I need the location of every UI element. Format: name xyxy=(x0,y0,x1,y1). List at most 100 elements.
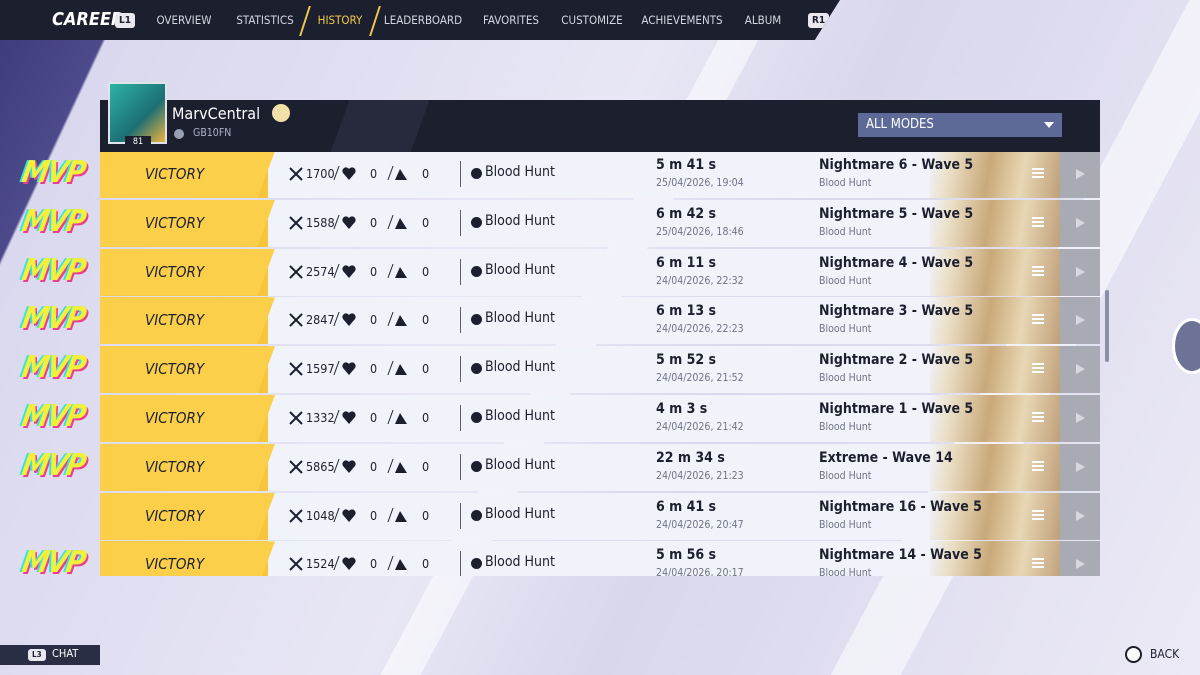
divider xyxy=(460,502,461,529)
match-row[interactable]: VICTORY 2847 0 0 Blood Hunt 6 m 13 s 24/04/202… xyxy=(100,297,1100,345)
kills: 2847 xyxy=(306,312,335,328)
match-row[interactable]: VICTORY 1700 0 0 Blood Hunt 5 m 41 s 25/04/202… xyxy=(100,152,1100,198)
result: VICTORY xyxy=(145,360,205,379)
kills: 1597 xyxy=(306,361,335,377)
match-row[interactable]: VICTORY 1332 0 0 Blood Hunt 4 m 3 s 24/04/2026… xyxy=(100,395,1100,442)
mvp-badge: MVP xyxy=(19,399,88,434)
menu-icon xyxy=(1032,314,1044,325)
back-icon xyxy=(1125,646,1142,663)
nav-tab[interactable]: CUSTOMIZE xyxy=(561,13,623,27)
detail-button[interactable] xyxy=(1060,199,1100,247)
arrow-icon xyxy=(1076,217,1085,228)
match-row[interactable]: VICTORY 5865 0 0 Blood Hunt 22 m 34 s 24/04/20… xyxy=(100,443,1100,491)
duration: 6 m 41 s xyxy=(656,498,717,515)
nav-tab[interactable]: ALBUM xyxy=(744,13,782,27)
menu-icon xyxy=(1032,216,1044,227)
result: VICTORY xyxy=(145,213,205,232)
mode-icon xyxy=(471,265,482,277)
nav-tab[interactable]: STATISTICS xyxy=(236,13,294,27)
detail-button[interactable] xyxy=(1060,346,1100,394)
detail-button[interactable] xyxy=(1060,152,1100,198)
map-mode: Blood Hunt xyxy=(819,177,872,189)
detail-button[interactable] xyxy=(1060,395,1100,442)
nav-tab[interactable]: FAVORITES xyxy=(483,13,539,27)
match-row[interactable]: VICTORY 1597 0 0 Blood Hunt 5 m 52 s 24/04/202… xyxy=(100,346,1100,394)
deaths-icon xyxy=(342,362,356,376)
deaths: 0 xyxy=(370,312,378,328)
slash xyxy=(387,458,394,473)
match-row[interactable]: VICTORY 1048 0 0 Blood Hunt 6 m 41 s 24/04/202… xyxy=(100,492,1100,540)
result-bg xyxy=(100,541,275,576)
divider xyxy=(460,551,461,576)
detail-button[interactable] xyxy=(1060,541,1100,576)
assists: 0 xyxy=(422,410,430,425)
detail-button[interactable] xyxy=(1060,443,1100,491)
map: Nightmare 5 - Wave 5 xyxy=(819,205,974,222)
assists-icon xyxy=(395,169,407,180)
divider xyxy=(460,453,461,480)
header-accent xyxy=(330,100,430,152)
arrow-icon xyxy=(1076,266,1085,277)
deaths: 0 xyxy=(370,556,378,572)
assists: 0 xyxy=(422,214,430,230)
result-bg xyxy=(100,395,275,442)
mode-icon xyxy=(471,168,482,179)
date: 25/04/2026, 18:46 xyxy=(656,225,744,238)
detail-button[interactable] xyxy=(1060,492,1100,540)
nav-bar: CAREER L1 R1 OVERVIEW STATISTICS HISTORY LE… xyxy=(0,0,840,40)
mode: Blood Hunt xyxy=(485,261,555,278)
arrow-icon xyxy=(1076,413,1085,423)
nav-right-button[interactable]: R1 xyxy=(808,13,830,28)
arrow-icon xyxy=(1076,169,1085,179)
back-label[interactable]: BACK xyxy=(1150,647,1180,661)
assists-icon xyxy=(395,461,407,473)
map: Extreme - Wave 14 xyxy=(819,449,953,466)
duration: 5 m 56 s xyxy=(656,547,717,564)
match-row[interactable]: VICTORY 1588 0 0 Blood Hunt 6 m 42 s 25/04/202… xyxy=(100,199,1100,247)
date: 24/04/2026, 20:17 xyxy=(656,567,744,576)
mvp-badge: MVP xyxy=(19,447,88,483)
map-mode: Blood Hunt xyxy=(819,518,872,531)
menu-icon xyxy=(1032,168,1044,178)
match-row[interactable]: VICTORY 2574 0 0 Blood Hunt 6 m 11 s 24/04/202… xyxy=(100,248,1100,296)
nav-tab[interactable]: ACHIEVEMENTS xyxy=(641,13,723,27)
mvp-badge: MVP xyxy=(19,301,88,337)
result: VICTORY xyxy=(145,311,205,330)
arrow-icon xyxy=(1076,364,1085,375)
player-name: MarvCentral xyxy=(172,104,261,123)
match-row[interactable]: VICTORY 1524 0 0 Blood Hunt 5 m 56 s 24/04/202… xyxy=(100,541,1100,576)
nav-left-button[interactable]: L1 xyxy=(115,13,135,28)
result: VICTORY xyxy=(145,457,205,476)
divider xyxy=(460,356,461,383)
nav-tab[interactable]: HISTORY xyxy=(317,13,363,27)
map: Nightmare 4 - Wave 5 xyxy=(819,254,974,271)
mode-filter[interactable]: ALL MODES xyxy=(858,113,1062,137)
nav-tab[interactable]: LEADERBOARD xyxy=(383,13,463,27)
detail-button[interactable] xyxy=(1060,248,1100,296)
deaths-icon xyxy=(342,216,356,229)
duration: 22 m 34 s xyxy=(656,449,725,466)
date: 24/04/2026, 21:23 xyxy=(656,469,744,482)
platform-icon xyxy=(174,129,184,139)
chat-bar[interactable]: L3 CHAT xyxy=(0,645,100,665)
kills: 5865 xyxy=(306,458,335,474)
detail-button[interactable] xyxy=(1060,297,1100,345)
slash xyxy=(387,556,394,571)
side-button[interactable] xyxy=(1172,318,1200,374)
slash xyxy=(387,166,394,180)
mvp-badge: MVP xyxy=(19,252,88,288)
slash xyxy=(387,312,394,327)
assists-icon xyxy=(395,315,407,327)
mode: Blood Hunt xyxy=(485,505,555,522)
slash xyxy=(387,410,394,424)
deaths: 0 xyxy=(370,458,378,474)
assists: 0 xyxy=(422,312,430,328)
mode: Blood Hunt xyxy=(485,456,555,473)
kills-icon xyxy=(289,264,303,279)
assists-icon xyxy=(395,510,407,522)
mode-icon xyxy=(471,363,482,375)
map: Nightmare 3 - Wave 5 xyxy=(819,303,974,320)
deaths: 0 xyxy=(370,361,378,377)
nav-tab[interactable]: OVERVIEW xyxy=(156,13,212,27)
tab-edge xyxy=(299,6,311,36)
